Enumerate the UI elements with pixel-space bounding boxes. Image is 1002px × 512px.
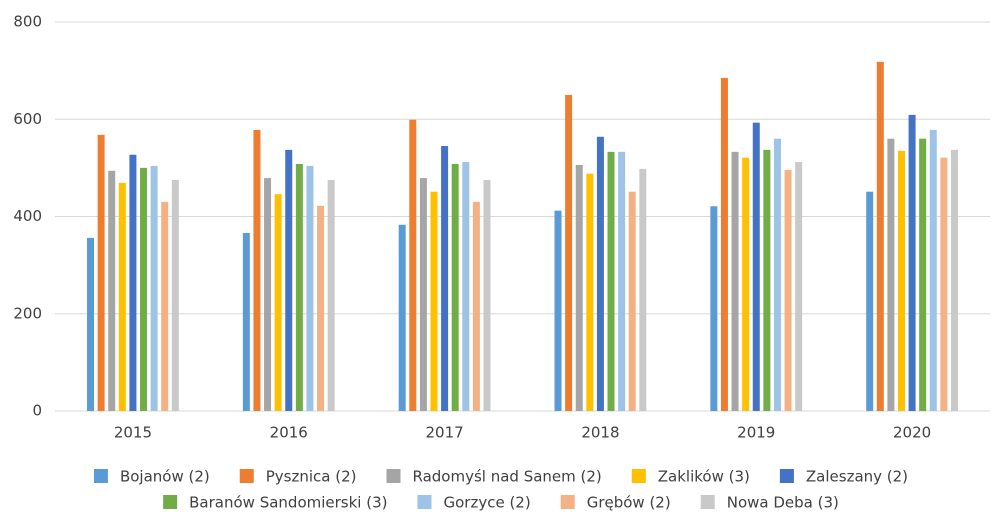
bar <box>253 129 261 411</box>
bar <box>398 224 406 411</box>
legend-label: Baranów Sandomierski (3) <box>189 494 387 512</box>
bar <box>441 145 449 411</box>
bar <box>876 61 884 412</box>
legend-label: Zaleszany (2) <box>806 468 908 486</box>
legend-label: Nowa Deba (3) <box>727 494 839 512</box>
legend-swatch <box>779 469 794 483</box>
y-tick-label: 400 <box>13 207 42 225</box>
x-tick-label: 2017 <box>425 424 463 442</box>
x-tick-label: 2016 <box>270 424 308 442</box>
bar <box>628 191 636 411</box>
legend-label: Gorzyce (2) <box>443 494 530 512</box>
bar <box>161 201 169 411</box>
legend-swatch <box>700 495 715 509</box>
bar <box>295 163 303 411</box>
x-tick-label: 2020 <box>893 424 931 442</box>
bar <box>887 138 895 411</box>
bar <box>150 165 158 411</box>
legend-swatch <box>417 495 432 509</box>
bar <box>118 182 126 411</box>
bar <box>462 162 470 411</box>
bar <box>554 210 562 411</box>
bar <box>575 164 583 411</box>
y-tick-label: 800 <box>13 13 42 31</box>
legend-swatch <box>631 469 646 483</box>
bar <box>430 191 438 411</box>
bar <box>897 150 905 411</box>
bar <box>242 233 250 411</box>
bar <box>108 170 116 411</box>
bar <box>908 114 916 411</box>
x-tick-label: 2019 <box>737 424 775 442</box>
bar <box>710 206 718 411</box>
bar <box>483 180 491 411</box>
bar <box>409 119 417 411</box>
bar <box>607 151 615 412</box>
legend-swatch <box>93 469 108 483</box>
legend-swatch <box>163 495 178 509</box>
legend-label: Bojanów (2) <box>120 468 210 486</box>
y-tick-label: 600 <box>13 110 42 128</box>
bar <box>419 178 427 411</box>
bar <box>596 136 604 411</box>
bar <box>140 167 148 411</box>
bar <box>752 122 760 411</box>
bar <box>171 180 179 411</box>
legend-swatch <box>560 495 575 509</box>
legend-label: Zaklików (3) <box>658 468 750 486</box>
bar <box>306 165 314 411</box>
legend-swatch <box>239 469 254 483</box>
x-tick-label: 2015 <box>114 424 152 442</box>
y-tick-label: 200 <box>13 304 42 322</box>
x-tick-label: 2018 <box>581 424 619 442</box>
bar <box>639 168 647 411</box>
bar <box>742 157 750 411</box>
bar <box>773 138 781 411</box>
bar <box>866 191 874 411</box>
bar <box>731 151 739 412</box>
bar <box>940 157 948 411</box>
bar <box>472 201 480 411</box>
y-tick-label: 0 <box>32 402 42 420</box>
bar <box>618 151 626 412</box>
bar <box>317 205 325 411</box>
bar <box>129 154 137 411</box>
legend-label: Grębów (2) <box>587 494 671 512</box>
bar <box>327 180 335 411</box>
bar <box>565 94 573 411</box>
bar <box>586 173 594 411</box>
legend-label: Radomyśl nad Sanem (2) <box>412 468 601 486</box>
bar <box>274 194 282 411</box>
bar <box>784 169 792 411</box>
bar <box>950 149 958 412</box>
bar <box>97 134 105 411</box>
legend-swatch <box>386 469 401 483</box>
bar <box>264 178 272 411</box>
bar <box>919 138 927 411</box>
bar <box>87 237 95 411</box>
legend-label: Pysznica (2) <box>266 468 357 486</box>
bar <box>763 149 771 412</box>
bar <box>720 77 728 411</box>
bar <box>285 149 293 412</box>
bar <box>451 163 459 411</box>
bar <box>795 162 803 411</box>
bar <box>929 129 937 411</box>
